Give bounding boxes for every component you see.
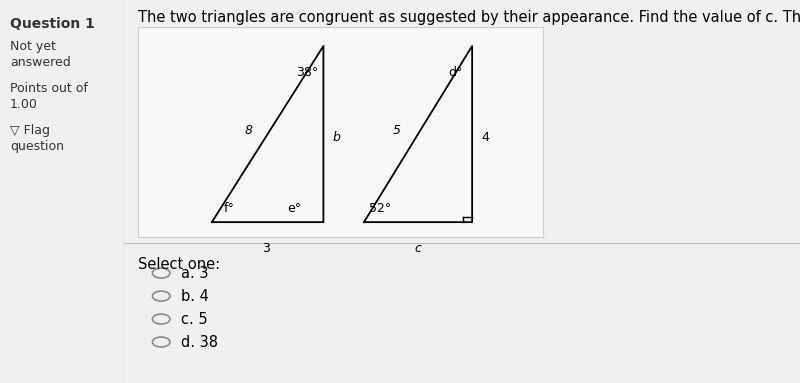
Text: Select one:: Select one:: [138, 257, 220, 272]
Text: question: question: [10, 140, 64, 153]
Text: c. 5: c. 5: [182, 311, 208, 327]
Text: c: c: [414, 242, 422, 255]
Text: 1.00: 1.00: [10, 98, 38, 111]
Text: 8: 8: [245, 124, 253, 137]
Text: ▽ Flag: ▽ Flag: [10, 124, 50, 137]
Text: Not yet: Not yet: [10, 40, 56, 53]
Text: 5: 5: [393, 124, 401, 137]
Text: Question 1: Question 1: [10, 17, 94, 31]
Text: 38°: 38°: [296, 66, 318, 79]
Text: 4: 4: [481, 131, 489, 144]
Text: f°: f°: [224, 202, 235, 215]
Text: e°: e°: [287, 202, 301, 215]
Text: b. 4: b. 4: [182, 288, 210, 304]
Text: b: b: [332, 131, 340, 144]
FancyBboxPatch shape: [138, 27, 543, 237]
Text: 3: 3: [262, 242, 270, 255]
Text: The two triangles are congruent as suggested by their appearance. Find the value: The two triangles are congruent as sugge…: [138, 10, 800, 25]
Text: answered: answered: [10, 56, 70, 69]
Text: d. 38: d. 38: [182, 334, 218, 350]
Text: 52°: 52°: [370, 202, 392, 215]
Text: Points out of: Points out of: [10, 82, 88, 95]
Text: a. 3: a. 3: [182, 265, 209, 281]
Text: d°: d°: [449, 66, 463, 79]
